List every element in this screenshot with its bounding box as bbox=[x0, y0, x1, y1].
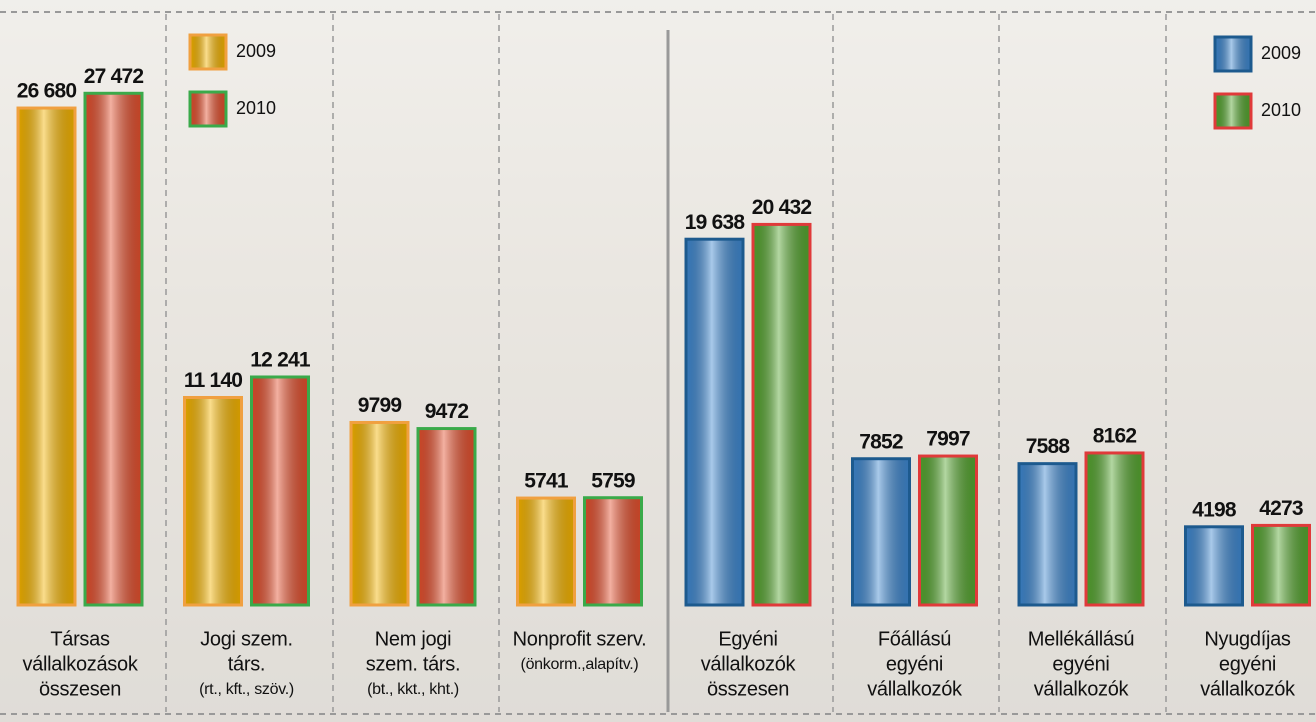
value-label: 7997 bbox=[926, 428, 970, 451]
category-label: egyéni bbox=[886, 653, 943, 675]
bar-shine bbox=[352, 423, 407, 604]
category-label: Főállású bbox=[878, 628, 951, 650]
category-label: vállalkozók bbox=[1034, 678, 1130, 700]
category-label: Társas bbox=[50, 628, 110, 650]
bar-shine bbox=[86, 94, 141, 604]
value-label: 20 432 bbox=[752, 196, 812, 219]
category-label: Nonprofit szerv. bbox=[513, 628, 647, 650]
legend-shine bbox=[191, 36, 225, 68]
bar-shine bbox=[854, 460, 908, 604]
bar-shine bbox=[1187, 528, 1241, 604]
value-label: 9799 bbox=[358, 394, 402, 417]
bar-shine bbox=[1254, 526, 1308, 604]
bar-shine bbox=[253, 378, 307, 604]
category-label: összesen bbox=[707, 678, 789, 700]
bar-shine bbox=[586, 499, 640, 604]
category-label: Jogi szem. bbox=[200, 628, 293, 650]
category-label: Mellékállású bbox=[1028, 628, 1134, 650]
bar-shine bbox=[19, 109, 74, 604]
value-label: 7852 bbox=[859, 430, 903, 453]
category-label: vállalkozások bbox=[22, 653, 138, 675]
legend-shine bbox=[1216, 38, 1250, 70]
category-note: (bt., kkt., kht.) bbox=[367, 681, 459, 698]
legend-label: 2010 bbox=[1261, 100, 1301, 120]
category-label: összesen bbox=[39, 678, 121, 700]
category-label: egyéni bbox=[1052, 653, 1109, 675]
value-label: 7588 bbox=[1026, 435, 1071, 458]
value-label: 19 638 bbox=[685, 211, 746, 234]
value-label: 4273 bbox=[1259, 497, 1303, 520]
category-note: (rt., kft., szöv.) bbox=[199, 681, 294, 698]
value-label: 12 241 bbox=[250, 349, 311, 372]
bar-shine bbox=[186, 398, 240, 604]
value-label: 8162 bbox=[1093, 425, 1137, 448]
bar-shine bbox=[519, 499, 573, 604]
legend-shine bbox=[191, 93, 225, 125]
legend-shine bbox=[1216, 95, 1250, 127]
bar-shine bbox=[921, 457, 975, 604]
category-label: Egyéni bbox=[718, 628, 777, 650]
category-label: Nyugdíjas bbox=[1204, 628, 1291, 650]
value-label: 27 472 bbox=[84, 65, 144, 88]
value-label: 4198 bbox=[1192, 498, 1237, 521]
bar-shine bbox=[1087, 454, 1142, 604]
legend-label: 2010 bbox=[236, 98, 276, 118]
legend-label: 2009 bbox=[1261, 43, 1301, 63]
value-label: 26 680 bbox=[17, 80, 77, 103]
category-label: szem. társ. bbox=[366, 653, 461, 675]
bar-shine bbox=[687, 240, 742, 604]
category-label: vállalkozók bbox=[867, 678, 963, 700]
bar-shine bbox=[754, 225, 809, 604]
value-label: 9472 bbox=[425, 400, 469, 423]
category-label: egyéni bbox=[1219, 653, 1276, 675]
bar-shine bbox=[419, 430, 474, 604]
category-label: társ. bbox=[228, 653, 265, 675]
category-note: (önkorm.,alapítv.) bbox=[521, 656, 639, 673]
legend-label: 2009 bbox=[236, 41, 276, 61]
bar-shine bbox=[1020, 465, 1075, 604]
category-label: vállalkozók bbox=[1200, 678, 1296, 700]
value-label: 11 140 bbox=[184, 369, 242, 392]
category-label: Nem jogi bbox=[375, 628, 452, 650]
category-label: vállalkozók bbox=[701, 653, 797, 675]
value-label: 5759 bbox=[591, 469, 635, 492]
value-label: 5741 bbox=[524, 470, 569, 493]
